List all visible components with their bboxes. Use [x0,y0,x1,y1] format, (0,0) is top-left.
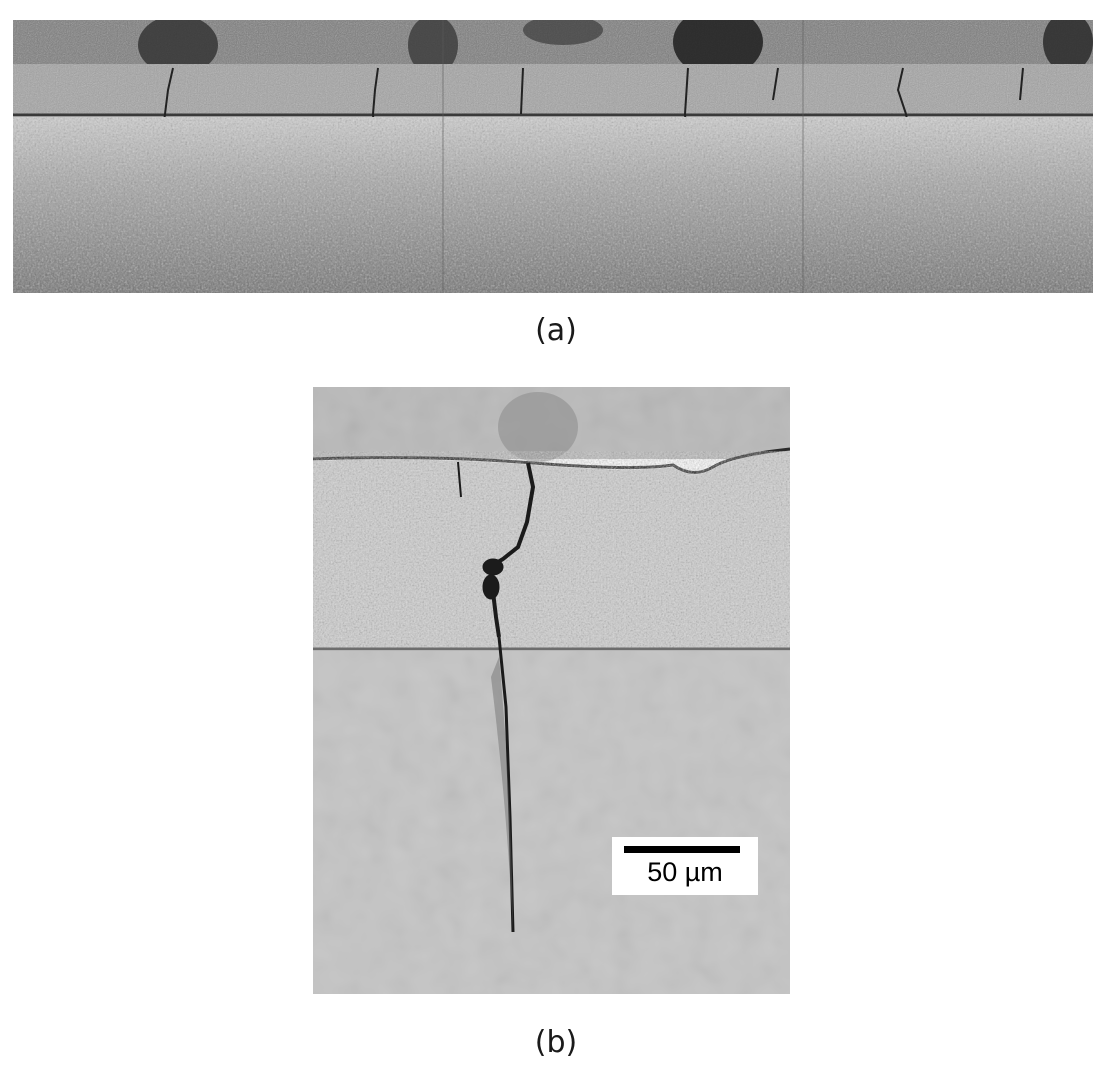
panel-a-caption: (a) [535,313,577,348]
micrograph-a-image [13,20,1093,293]
micrograph-panel-a [13,20,1093,293]
scale-bar-label: 50 µm [647,857,723,887]
micrograph-b-image [313,387,790,994]
panel-b-caption: (b) [534,1025,578,1060]
scale-bar-line [624,846,740,853]
micrograph-panel-b: 50 µm [313,387,790,994]
scale-bar: 50 µm [612,837,758,895]
